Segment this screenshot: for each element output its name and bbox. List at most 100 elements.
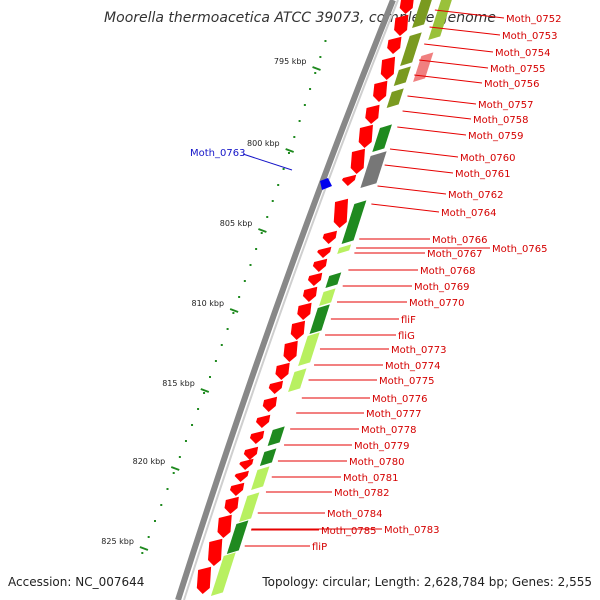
minor-tick	[191, 424, 194, 426]
minor-tick	[243, 280, 246, 282]
reverse-gene	[386, 88, 404, 108]
reverse-gene	[337, 244, 352, 254]
minor-tick	[203, 392, 206, 394]
gene-label: Moth_0773	[391, 345, 446, 356]
gene-label: Moth_0753	[502, 31, 557, 42]
forward-gene	[317, 246, 332, 258]
forward-gene	[262, 396, 278, 412]
minor-tick	[232, 312, 235, 314]
minor-tick	[260, 232, 263, 234]
forward-gene	[350, 148, 365, 174]
gene-label: Moth_0775	[379, 376, 434, 387]
backbone-arc	[175, 0, 396, 600]
leader-line	[419, 59, 489, 69]
forward-gene	[302, 286, 318, 302]
minor-tick	[220, 344, 223, 346]
gene-label: Moth_0764	[441, 208, 496, 219]
minor-tick	[184, 440, 187, 442]
gene-label: Moth_0760	[460, 153, 515, 164]
minor-tick	[255, 248, 258, 250]
forward-gene	[196, 566, 212, 594]
genome-backbone	[175, 0, 399, 600]
minor-tick	[172, 472, 175, 474]
reverse-gene	[341, 200, 367, 244]
tick-label: 820 kbp	[133, 457, 166, 466]
minor-tick	[147, 536, 150, 538]
forward-gene	[394, 14, 409, 36]
leader-line	[424, 43, 494, 53]
gene-label: Moth_0784	[327, 509, 382, 520]
forward-gene	[229, 482, 245, 496]
minor-tick	[309, 88, 312, 90]
gene-label: Moth_0769	[414, 282, 469, 293]
gene-label: Moth_0757	[478, 100, 533, 111]
reverse-gene	[267, 426, 285, 446]
forward-gene	[249, 430, 265, 444]
major-tick	[170, 466, 180, 471]
major-tick	[229, 308, 239, 313]
reverse-gene	[298, 332, 320, 366]
tick-label: 825 kbp	[101, 537, 134, 546]
gene-labels: Moth_0752 Moth_0753 Moth_0754 Moth_0755 Moth…	[190, 9, 561, 553]
forward-gene	[312, 258, 328, 272]
major-tick	[312, 66, 321, 71]
gene-label: fliG	[398, 331, 415, 342]
gene-label: Moth_0768	[420, 266, 475, 277]
major-tick	[258, 228, 267, 233]
gene-label: Moth_0767	[427, 249, 482, 260]
gene-features	[196, 0, 452, 596]
minor-tick	[282, 168, 285, 170]
leader-line	[384, 164, 454, 174]
tick-label: 815 kbp	[162, 379, 195, 388]
leader-line	[414, 74, 483, 84]
forward-gene	[290, 320, 306, 340]
forward-gene	[297, 302, 312, 320]
gene-label: Moth_0776	[372, 394, 427, 405]
topology-text: Topology: circular; Length: 2,628,784 bp…	[262, 575, 592, 589]
forward-gene	[207, 538, 223, 566]
minor-tick	[238, 296, 241, 298]
forward-gene	[387, 36, 402, 54]
forward-gene	[322, 230, 338, 244]
minor-tick	[319, 56, 322, 58]
forward-gene	[373, 80, 388, 102]
highlight-leader	[242, 153, 293, 171]
backbone-arc-inner	[183, 0, 399, 600]
reverse-gene	[251, 466, 270, 490]
minor-tick	[271, 200, 274, 202]
minor-tick	[277, 184, 280, 186]
tick-label: 795 kbp	[274, 57, 307, 66]
major-tick	[139, 546, 149, 551]
highlight-gene-label: Moth_0763	[190, 148, 245, 159]
minor-tick	[178, 456, 181, 458]
gene-label: Moth_0782	[334, 488, 389, 499]
forward-gene	[256, 414, 271, 428]
minor-tick	[324, 40, 327, 42]
gene-label: Moth_0758	[473, 115, 528, 126]
gene-label: Moth_0781	[343, 473, 398, 484]
forward-gene	[380, 56, 396, 80]
forward-gene	[224, 496, 239, 514]
minor-tick	[197, 408, 200, 410]
gene-label: Moth_0765	[492, 244, 547, 255]
minor-tick	[226, 328, 229, 330]
reverse-gene	[309, 304, 330, 334]
minor-tick	[214, 360, 217, 362]
leader-line	[429, 26, 501, 36]
minor-tick	[160, 504, 163, 506]
reverse-gene	[259, 448, 277, 466]
minor-tick	[298, 120, 301, 122]
gene-label: fliF	[401, 315, 416, 326]
leader-line	[377, 185, 447, 195]
forward-gene	[341, 174, 357, 186]
reverse-gene	[412, 0, 432, 28]
gene-label: Moth_0755	[490, 64, 545, 75]
leader-line	[371, 203, 440, 213]
reverse-gene	[239, 492, 260, 522]
forward-gene	[333, 198, 349, 228]
minor-tick	[209, 376, 212, 378]
reverse-gene	[393, 66, 411, 86]
gene-label: Moth_0783	[384, 525, 439, 536]
pseudo-gene	[360, 151, 387, 188]
